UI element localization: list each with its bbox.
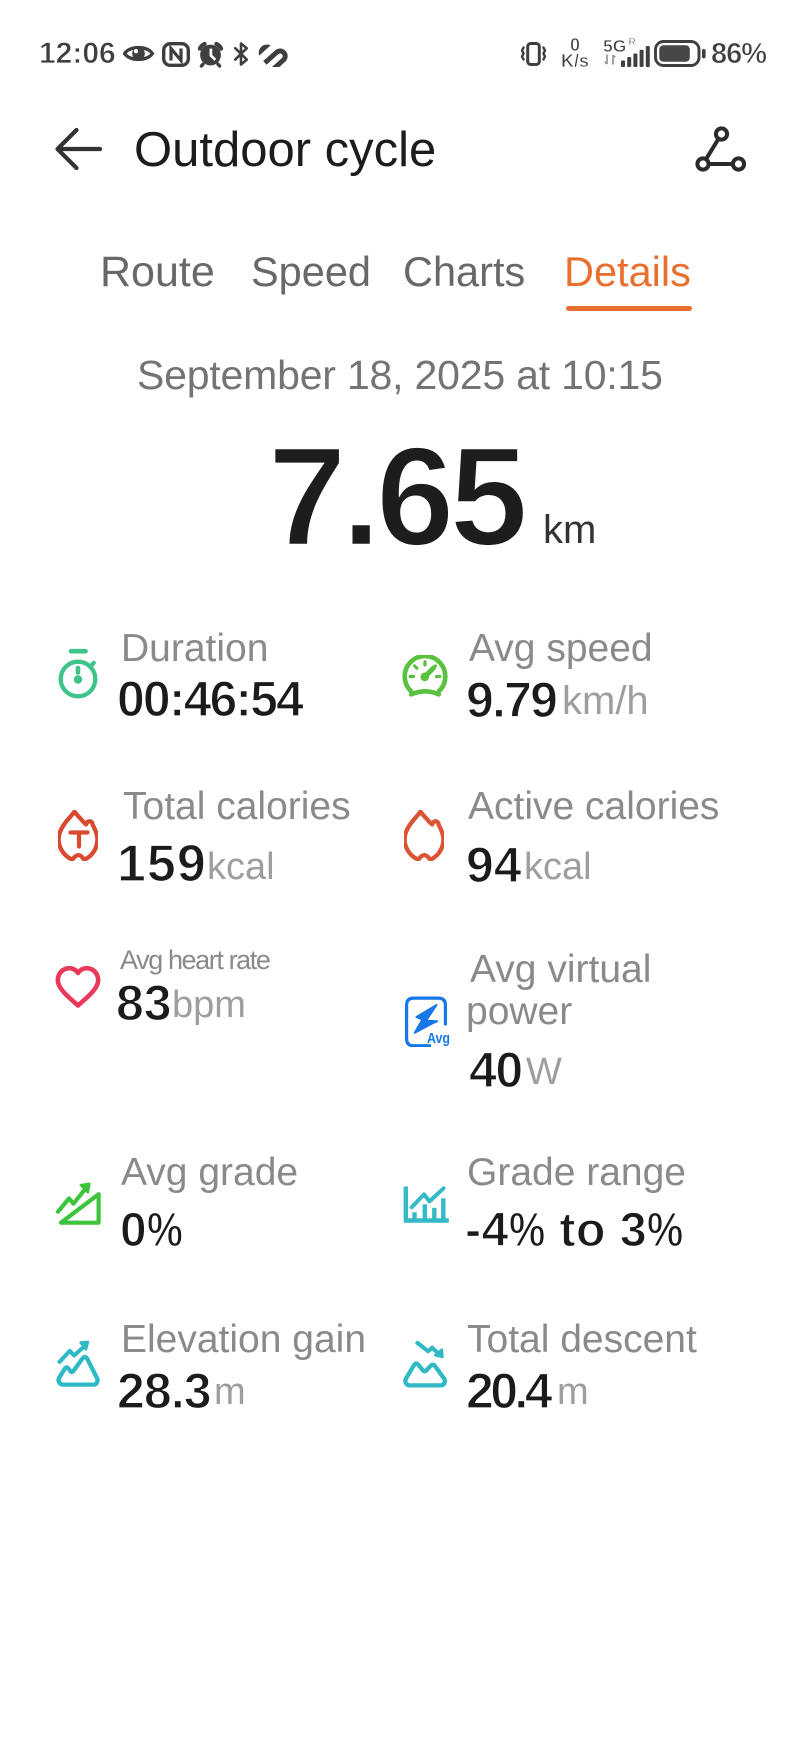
svg-text:Avg: Avg (427, 1031, 450, 1047)
